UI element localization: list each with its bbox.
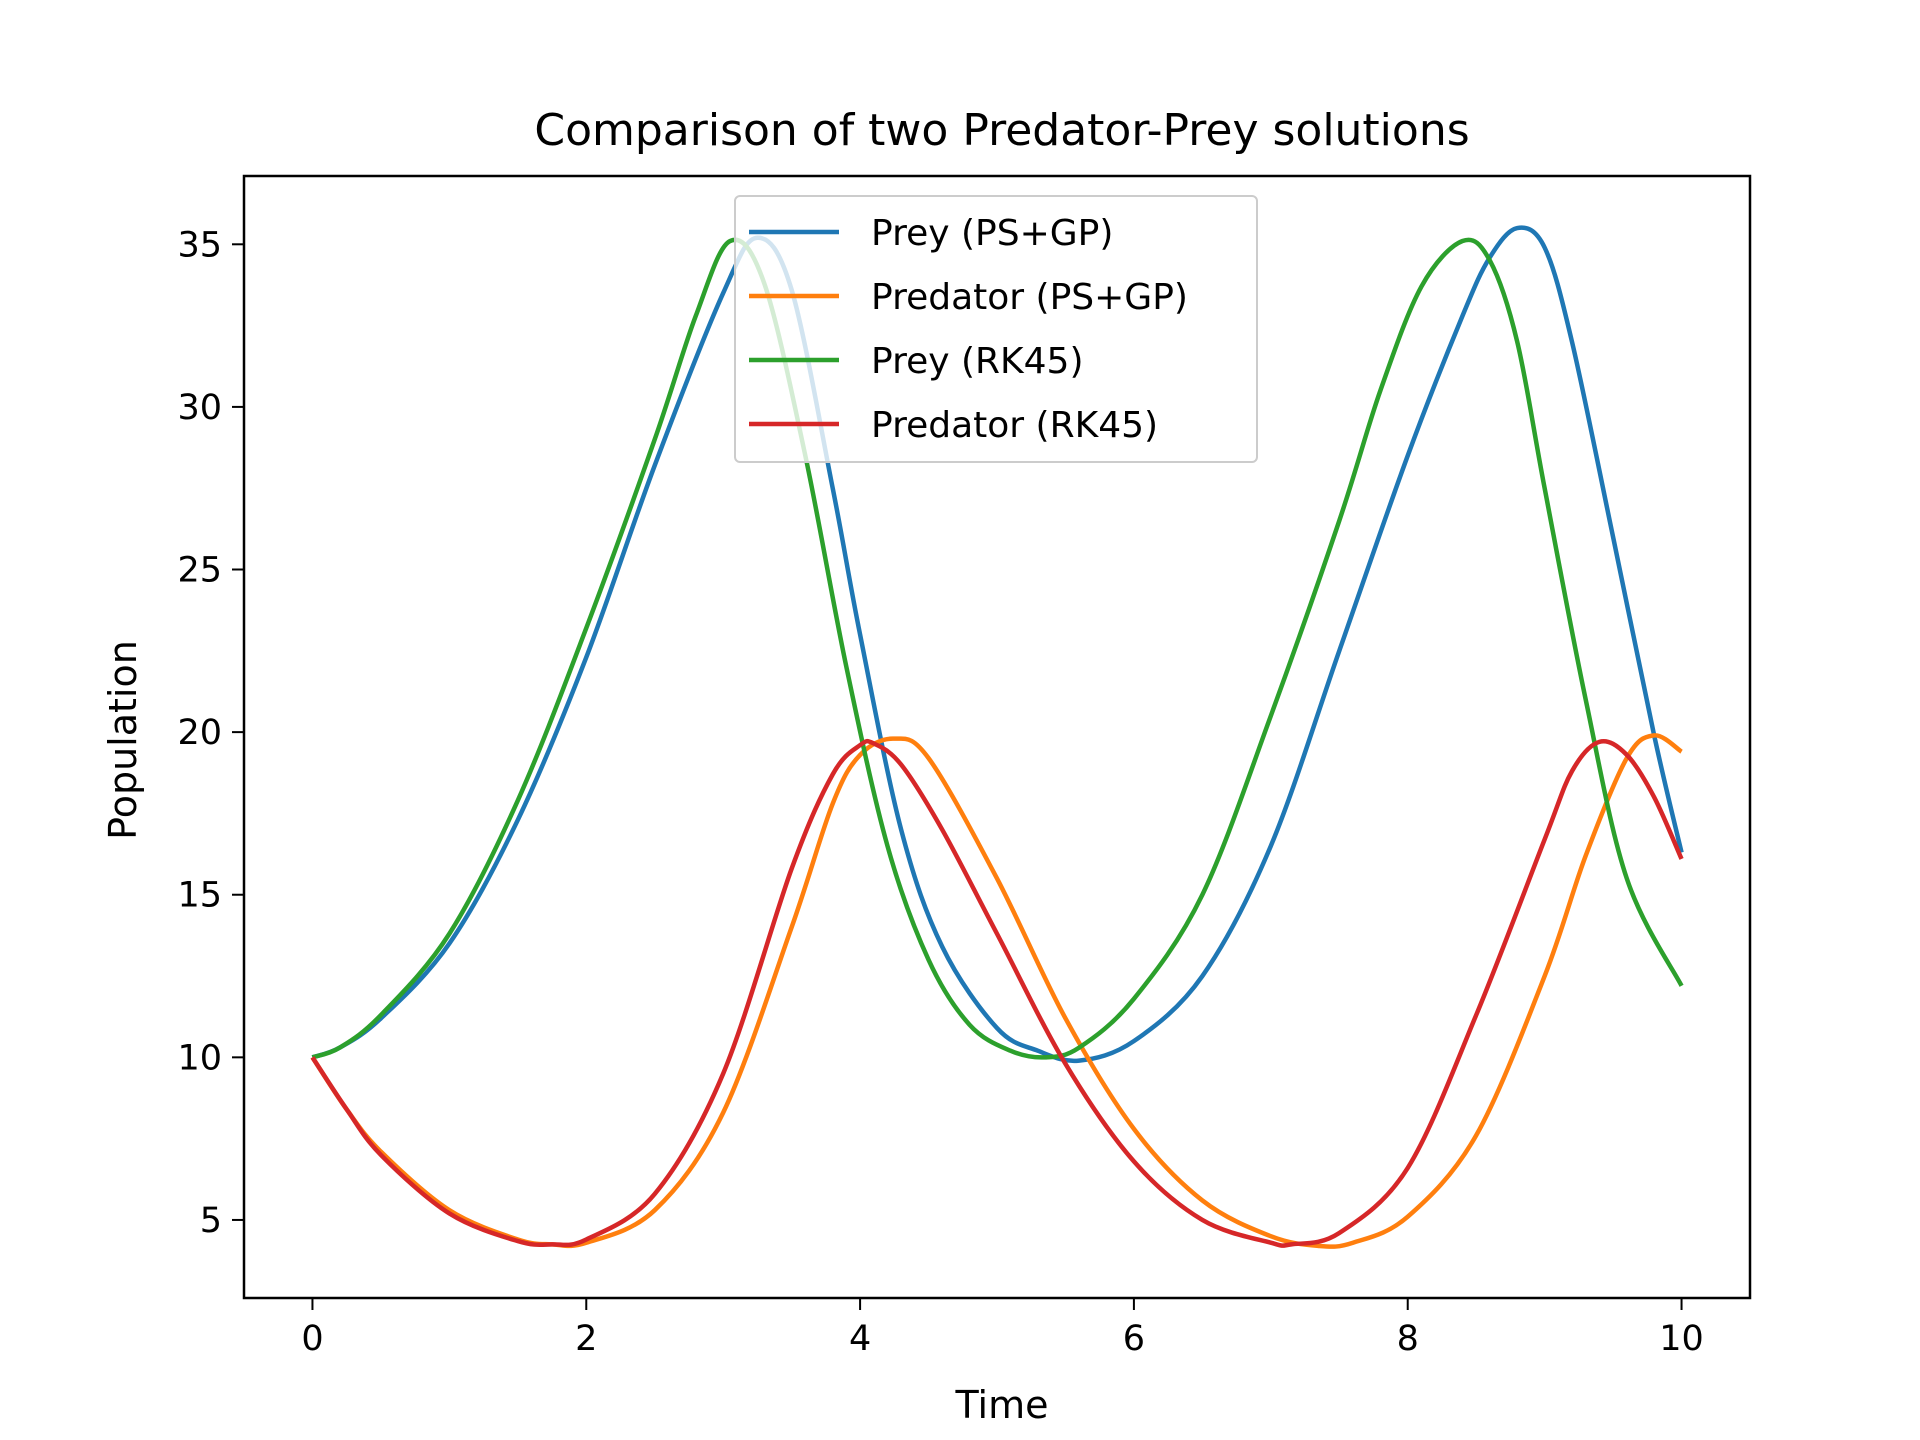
series-line-1 [311, 225, 1684, 1064]
y-tick-label: 15 [177, 876, 222, 916]
series-line-2 [310, 733, 1683, 1249]
axes-frame [242, 174, 1752, 1300]
legend-box [734, 195, 1258, 463]
x-axis-label: Time [955, 1383, 1049, 1427]
legend-label-1: Prey (PS+GP) [871, 213, 1113, 254]
legend-label-4: Predator (RK45) [871, 405, 1158, 446]
y-tick-label: 30 [177, 388, 222, 428]
legend-label-3: Prey (RK45) [871, 341, 1084, 382]
series-line-3 [311, 237, 1684, 1060]
x-tick-label: 6 [1123, 1319, 1145, 1359]
y-tick-label: 5 [200, 1201, 222, 1241]
x-tick-label: 10 [1659, 1319, 1704, 1359]
x-tick-label: 4 [849, 1319, 871, 1359]
y-tick-label: 20 [177, 713, 222, 753]
legend: Prey (PS+GP) Predator (PS+GP) Prey (RK45) P… [734, 195, 1258, 463]
x-tick-label: 2 [575, 1319, 597, 1359]
axes: 0 2 4 6 8 10 5 10 15 20 25 30 35 [177, 174, 1752, 1359]
y-tick-label: 10 [177, 1038, 222, 1078]
x-tick-label: 0 [301, 1319, 323, 1359]
chart-title: Comparison of two Predator-Prey solution… [534, 105, 1469, 156]
plot-area [310, 225, 1684, 1249]
y-tick-label: 25 [177, 551, 222, 591]
x-tick-label: 8 [1397, 1319, 1419, 1359]
legend-label-2: Predator (PS+GP) [871, 277, 1188, 318]
y-tick-label: 35 [177, 225, 222, 265]
y-axis-label: Population [101, 640, 145, 840]
series-line-4 [310, 738, 1684, 1248]
